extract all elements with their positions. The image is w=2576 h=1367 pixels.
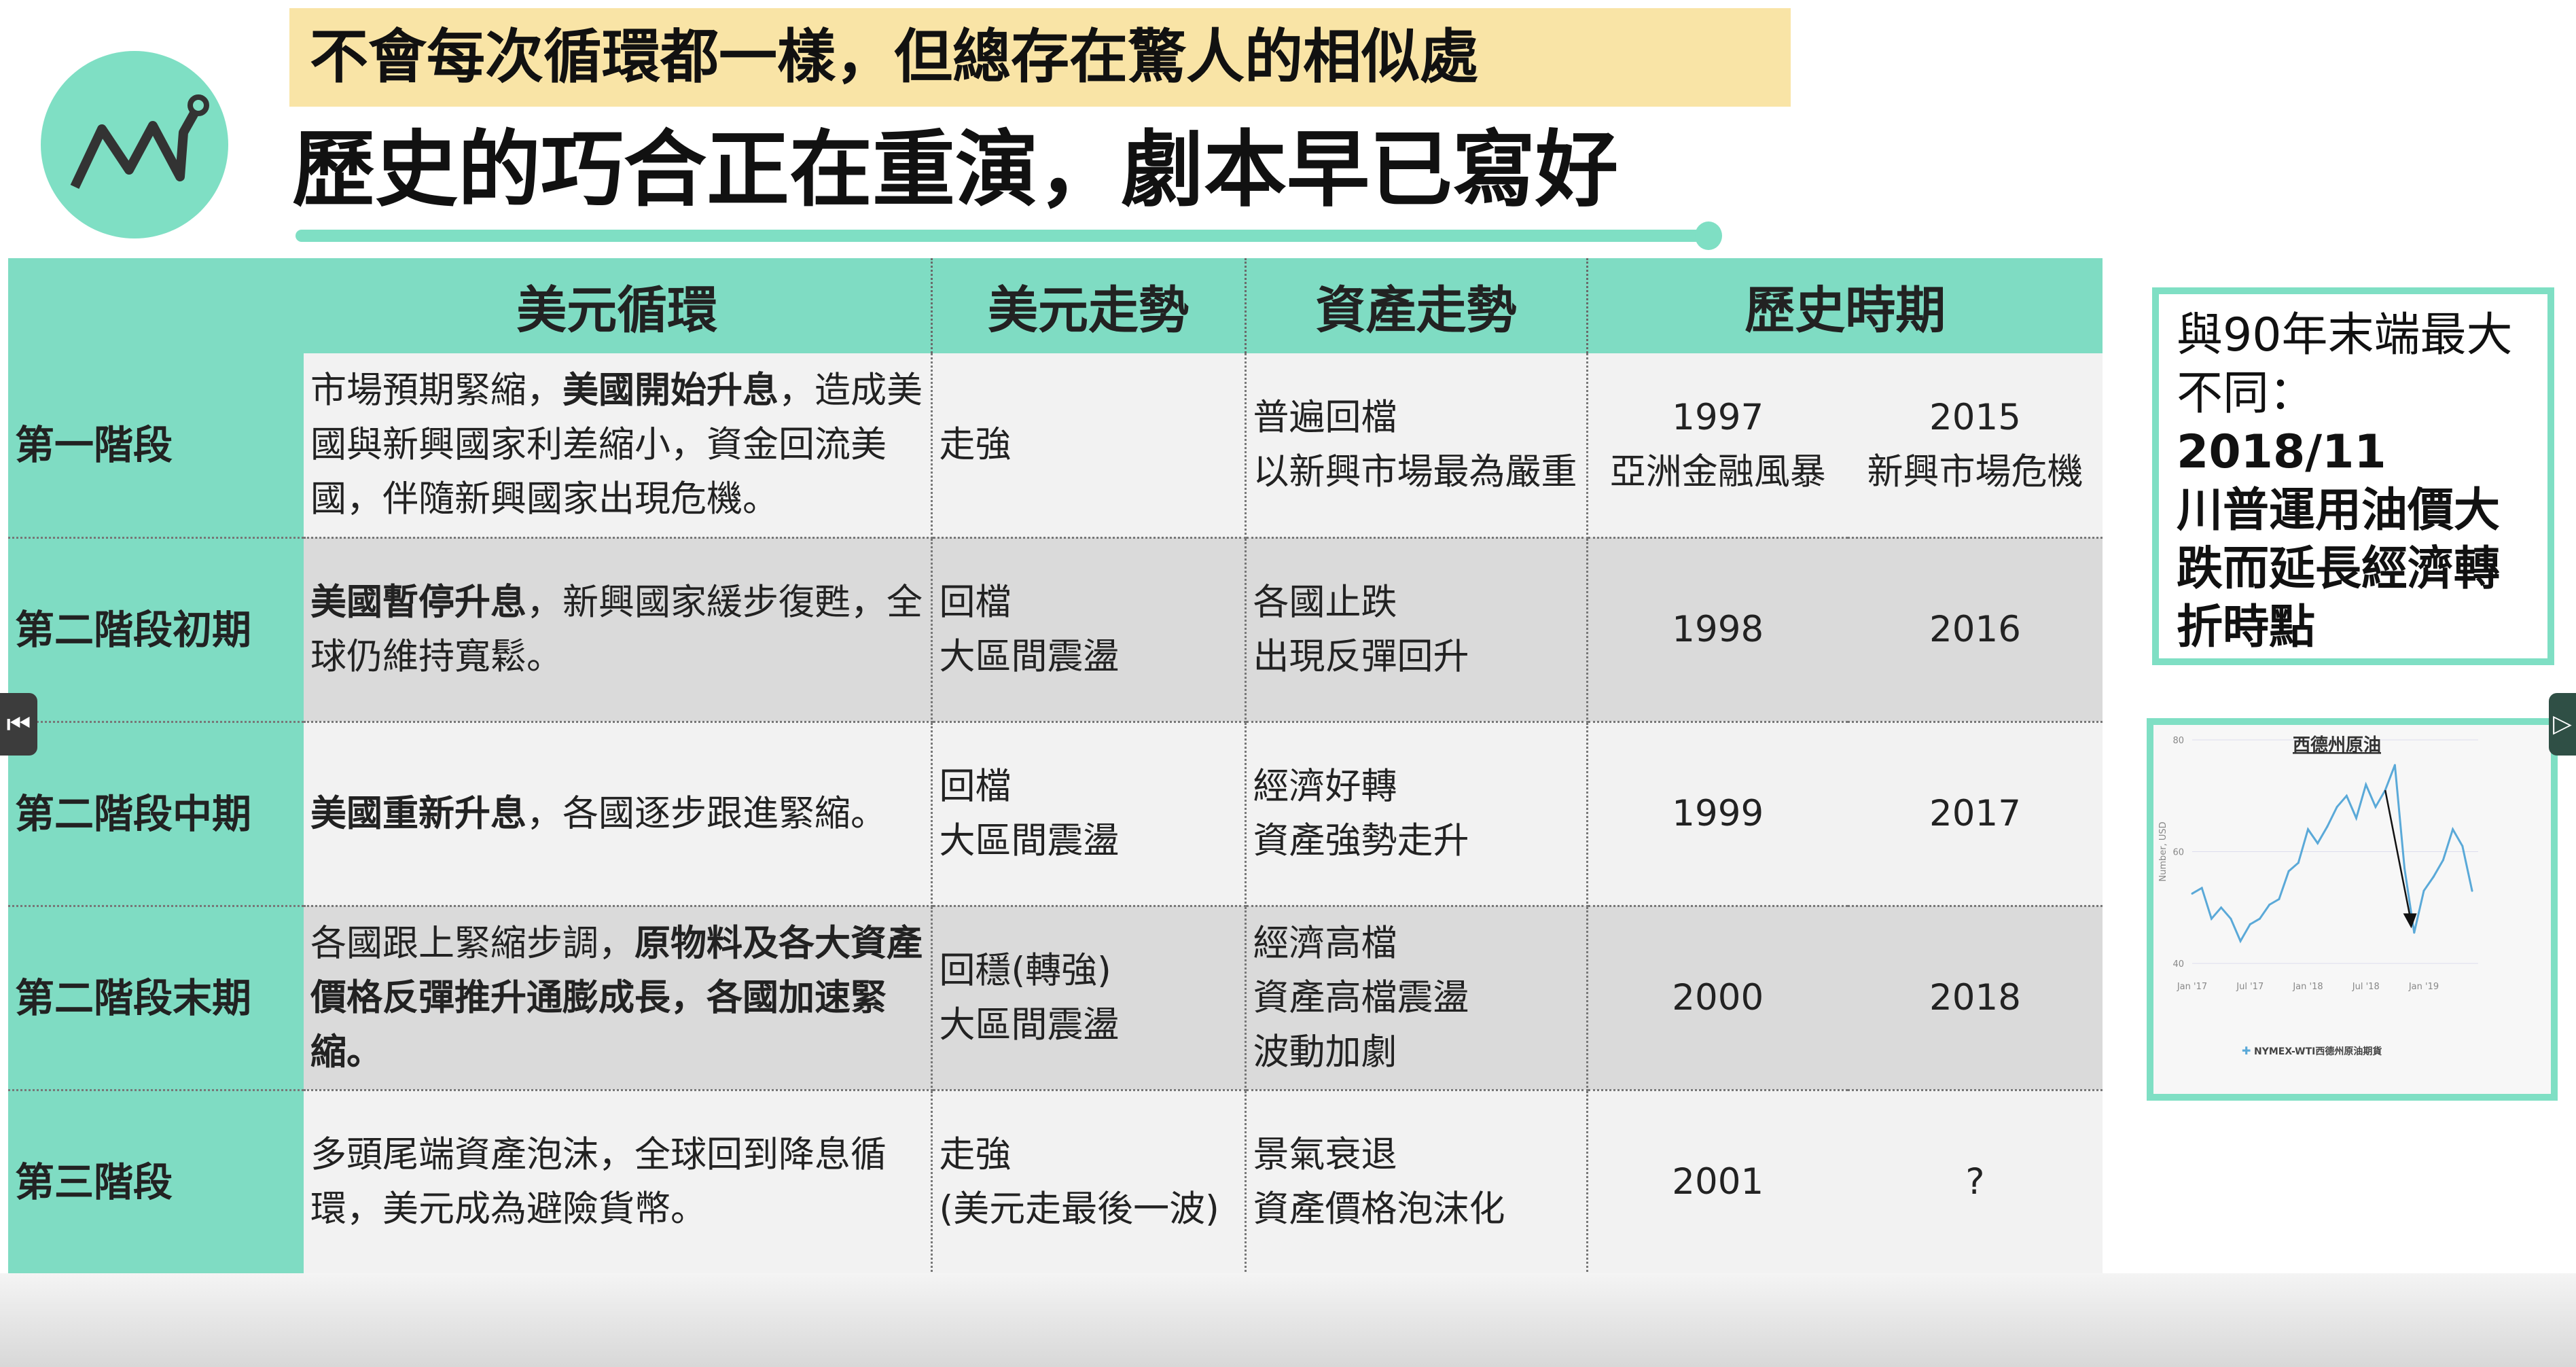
data-point	[2316, 842, 2319, 845]
cycle-desc: 多頭尾端資產泡沫，全球回到降息循環，美元成為避險貨幣。	[304, 1090, 933, 1275]
data-point	[2191, 892, 2194, 895]
header-asset: 資產走勢	[1245, 258, 1588, 353]
y-tick-label: 60	[2172, 848, 2184, 858]
data-point	[2287, 870, 2290, 872]
stage-label: 第一階段	[8, 353, 304, 539]
data-point	[2432, 876, 2435, 878]
table-row: 第二階段末期 各國跟上緊縮步調，原物料及各大資產價格反彈推升通膨成長，各國加速緊…	[8, 906, 2103, 1091]
asset-trend: 景氣衰退 資產價格泡沫化	[1245, 1090, 1588, 1275]
oil-price-chart: 40 60 80 Jan '17 Jul '17 Jan '18 Jul '18 Jan '1…	[2158, 735, 2478, 1057]
data-point	[2345, 794, 2348, 797]
data-point	[2393, 764, 2396, 766]
header-period: 歷史時期	[1587, 258, 2103, 353]
prev-slide-button[interactable]: ⏮	[0, 693, 37, 756]
usd-trend: 回檔 大區間震盪	[931, 722, 1247, 907]
data-point	[2471, 889, 2473, 892]
table-row: 第二階段初期 美國暫停升息，新興國家緩步復甦，全球仍維持寬鬆。 回檔 大區間震盪 …	[8, 537, 2103, 723]
y-tick-label: 80	[2172, 736, 2184, 746]
x-tick-label: Jul '18	[2352, 982, 2380, 992]
data-point	[2268, 904, 2271, 906]
legend-marker: ✚	[2242, 1044, 2251, 1057]
header-usd: 美元走勢	[931, 258, 1247, 353]
x-tick-label: Jan '17	[2177, 982, 2207, 992]
cycle-desc: 各國跟上緊縮步調，原物料及各大資產價格反彈推升通膨成長，各國加速緊縮。	[304, 906, 933, 1091]
table-row: 第三階段 多頭尾端資產泡沫，全球回到降息循環，美元成為避險貨幣。 走強 (美元走最…	[8, 1090, 2103, 1275]
note-line-1: 與90年末端最大不同：	[2177, 308, 2513, 421]
data-point	[2200, 887, 2203, 889]
header-cycle: 美元循環	[304, 258, 933, 353]
next-slide-button[interactable]: ▷	[2549, 693, 2576, 756]
period-1: 2000	[1587, 906, 1848, 1091]
data-point	[2452, 828, 2454, 831]
period-1: 1997 亞洲金融風暴	[1587, 353, 1848, 539]
period-2: ?	[1848, 1090, 2103, 1275]
logo-chart-icon	[41, 51, 228, 238]
x-tick-label: Jul '17	[2236, 982, 2264, 992]
cycle-desc: 美國重新升息，各國逐步跟進緊縮。	[304, 722, 933, 907]
note-box: 與90年末端最大不同： 2018/11 川普運用油價大跌而延長經濟轉折時點	[2152, 287, 2554, 665]
data-point	[2365, 783, 2367, 786]
asset-trend: 經濟高檔 資產高檔震盪 波動加劇	[1245, 906, 1588, 1091]
underline-dot	[1695, 221, 1722, 250]
data-point	[2220, 906, 2223, 909]
period-1: 1999	[1587, 722, 1848, 907]
data-point	[2422, 889, 2425, 892]
period-2: 2018	[1848, 906, 2103, 1091]
arrow-head	[2403, 913, 2417, 929]
cycle-desc: 美國暫停升息，新興國家緩步復甦，全球仍維持寬鬆。	[304, 537, 933, 723]
data-point	[2258, 917, 2261, 920]
oil-chart-box: 40 60 80 Jan '17 Jul '17 Jan '18 Jul '18 Jan '1…	[2147, 718, 2558, 1101]
table-row: 第二階段中期 美國重新升息，各國逐步跟進緊縮。 回檔 大區間震盪 經濟好轉 資產強勢…	[8, 722, 2103, 907]
note-date: 2018/11	[2177, 425, 2386, 479]
data-point	[2326, 825, 2329, 828]
period-2: 2017	[1848, 722, 2103, 907]
y-axis-label: Number, USD	[2158, 821, 2168, 881]
data-point	[2336, 806, 2338, 809]
x-tick-label: Jan '18	[2292, 982, 2323, 992]
data-point	[2230, 917, 2232, 920]
data-point	[2239, 940, 2242, 942]
table-row: 第一階段 市場預期緊縮，美國開始升息，造成美國與新興國家利差縮小，資金回流美國，…	[8, 353, 2103, 539]
page-title: 歷史的巧合正在重演，劇本早已寫好	[292, 122, 1618, 218]
usd-trend: 回檔 大區間震盪	[931, 537, 1247, 723]
period-1: 2001	[1587, 1090, 1848, 1275]
usd-trend: 走強	[931, 353, 1247, 539]
data-point	[2413, 931, 2416, 934]
stage-label: 第二階段中期	[8, 722, 304, 907]
period-2: 2016	[1848, 537, 2103, 723]
data-point	[2249, 923, 2251, 925]
annotation-arrow	[2384, 789, 2411, 917]
period-2: 2015 新興市場危機	[1848, 353, 2103, 539]
stage-label: 第二階段末期	[8, 906, 304, 1091]
asset-trend: 各國止跌 出現反彈回升	[1245, 537, 1588, 723]
title-underline	[296, 230, 1709, 242]
asset-trend: 普遍回檔 以新興市場最為嚴重	[1245, 353, 1588, 539]
data-point	[2403, 867, 2406, 870]
data-point	[2461, 845, 2464, 847]
asset-trend: 經濟好轉 資產強勢走升	[1245, 722, 1588, 907]
data-point	[2210, 917, 2213, 920]
subtitle-banner: 不會每次循環都一樣，但總存在驚人的相似處	[289, 8, 1791, 107]
cycle-desc: 市場預期緊縮，美國開始升息，造成美國與新興國家利差縮小，資金回流美國，伴隨新興國…	[304, 353, 933, 539]
legend-label: NYMEX-WTI西德州原油期貨	[2254, 1046, 2382, 1057]
usd-trend: 走強 (美元走最後一波)	[931, 1090, 1247, 1275]
x-tick-label: Jan '19	[2408, 982, 2439, 992]
stage-label: 第三階段	[8, 1090, 304, 1275]
data-point	[2297, 862, 2300, 864]
header-row: 美元循環 美元走勢 資產走勢 歷史時期	[8, 258, 2103, 353]
usd-trend: 回穩(轉強) 大區間震盪	[931, 906, 1247, 1091]
dollar-cycle-table: 美元循環 美元走勢 資產走勢 歷史時期 第一階段 市場預期緊縮，美國開始升息，造…	[8, 258, 2103, 1275]
period-1: 1998	[1587, 537, 1848, 723]
series-line	[2192, 764, 2473, 944]
data-point	[2355, 817, 2358, 819]
chart-title: 西德州原油	[2293, 735, 2381, 756]
data-point	[2374, 806, 2377, 809]
bottom-bar	[0, 1273, 2576, 1367]
y-tick-label: 40	[2172, 959, 2184, 970]
note-line-3: 川普運用油價大跌而延長經濟轉折時點	[2177, 484, 2501, 654]
data-point	[2441, 859, 2444, 862]
data-point	[2278, 898, 2280, 900]
data-point	[2307, 828, 2309, 831]
stage-label: 第二階段初期	[8, 537, 304, 723]
